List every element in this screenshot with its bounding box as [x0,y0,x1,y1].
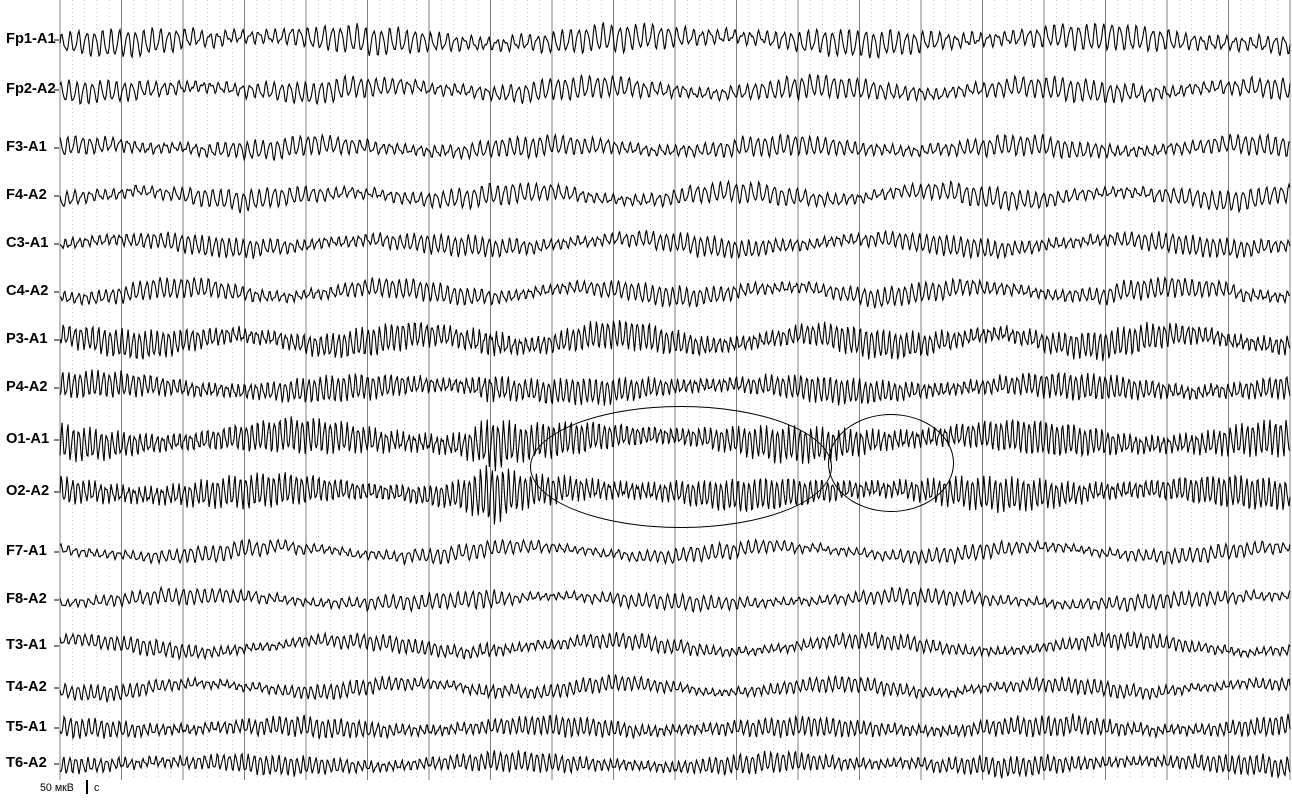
trace-t4-a2 [60,675,1290,703]
trace-t6-a2 [60,750,1290,778]
scale-amplitude-label: 50 мкВ [40,782,74,794]
eeg-chart: Fp1-A1 Fp2-A2 F3-A1 F4-A2 C3-A1 C4-A2 P3-A1 P4-… [0,0,1292,800]
trace-p3-a1 [60,320,1290,361]
channel-label-f4-a2: F4-A2 [6,187,47,203]
trace-f8-a2 [60,587,1290,611]
channel-label-f7-a1: F7-A1 [6,543,47,559]
channel-label-fp1-a1: Fp1-A1 [6,31,56,47]
trace-fp2-a2 [60,74,1290,104]
channel-label-f3-a1: F3-A1 [6,139,47,155]
trace-c4-a2 [60,277,1290,308]
channel-label-fp2-a2: Fp2-A2 [6,81,56,97]
trace-f7-a1 [60,539,1290,564]
annotation-ellipse-1 [530,406,832,528]
trace-t5-a1 [60,714,1290,739]
channel-label-t3-a1: T3-A1 [6,637,47,653]
eeg-traces [0,0,1292,800]
channel-label-o2-a2: O2-A2 [6,483,49,499]
trace-p4-a2 [60,370,1290,406]
trace-f4-a2 [60,181,1290,213]
channel-label-p3-a1: P3-A1 [6,331,48,347]
trace-fp1-a1 [60,22,1290,58]
channel-label-p4-a2: P4-A2 [6,379,48,395]
channel-label-t5-a1: T5-A1 [6,719,47,735]
channel-label-t4-a2: T4-A2 [6,679,47,695]
channel-label-t6-a2: T6-A2 [6,755,47,771]
trace-c3-a1 [60,230,1290,259]
channel-label-c4-a2: C4-A2 [6,283,48,299]
scale-time-label: с [94,782,99,794]
channel-label-f8-a2: F8-A2 [6,591,47,607]
trace-t3-a1 [60,632,1290,659]
trace-f3-a1 [60,134,1290,161]
channel-label-c3-a1: C3-A1 [6,235,48,251]
scale-amplitude-bar [86,780,88,794]
annotation-ellipse-2 [828,414,954,512]
channel-label-o1-a1: O1-A1 [6,431,49,447]
